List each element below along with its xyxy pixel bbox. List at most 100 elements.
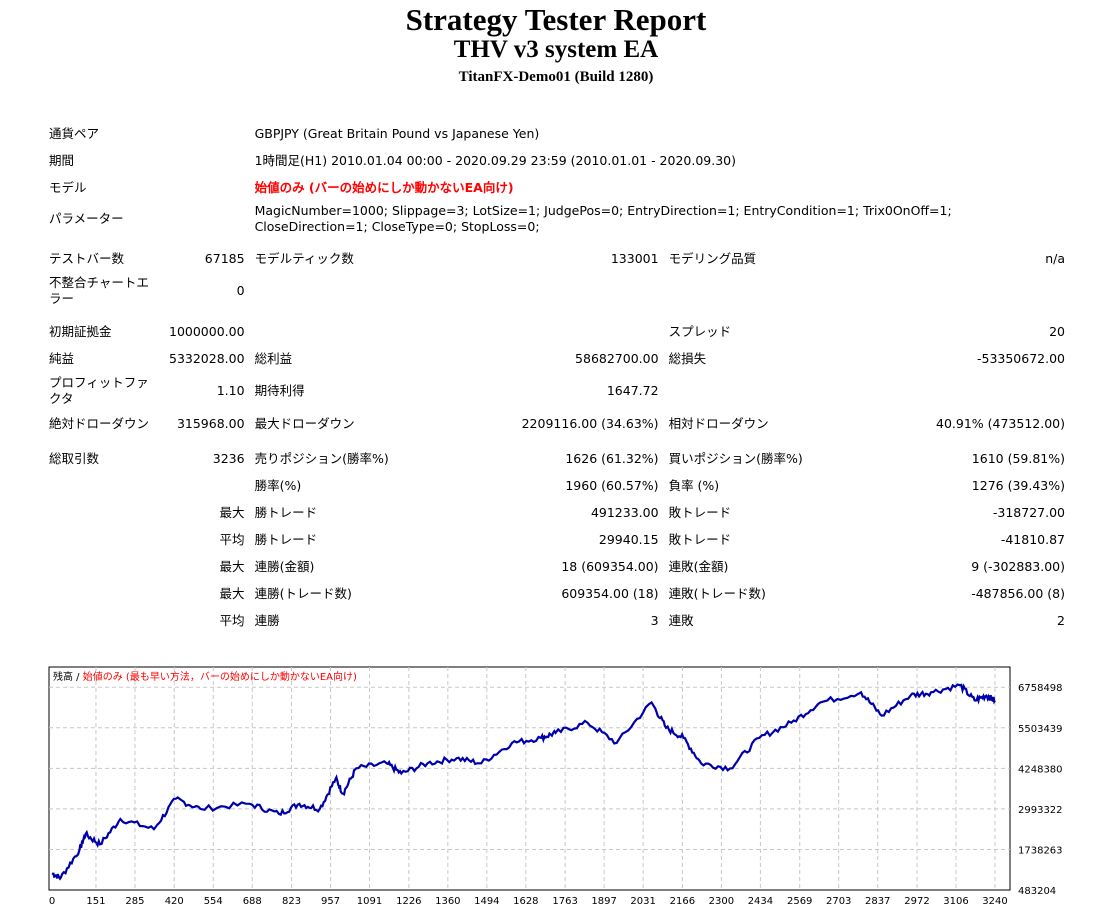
- label: パラメーター: [49, 211, 124, 226]
- plot-area: [48, 666, 1011, 891]
- x-tick-label: 1494: [474, 896, 499, 907]
- symbol-value: GBPJPY (Great Britain Pound vs Japanese …: [254, 125, 540, 141]
- avg-cons-loss-value: 2: [1057, 612, 1065, 628]
- balance-chart: 残高 / 始値のみ (最も早い方法，バーの始めにしか動かないEA向け) 0 151…: [48, 666, 1063, 907]
- label: 敗トレード: [668, 531, 732, 547]
- cons-loss-amt-value: 9 (-302883.00): [971, 558, 1065, 574]
- label: 期待利得: [254, 383, 305, 398]
- max-loss-value: -318727.00: [992, 504, 1065, 520]
- short-value: 1626 (61.32%): [565, 450, 659, 466]
- win-value: 1960 (60.57%): [565, 477, 659, 493]
- x-tick-label: 2837: [865, 896, 890, 907]
- y-tick-label: 6758498: [1018, 683, 1063, 694]
- report-title: Strategy Tester Report: [405, 2, 707, 37]
- period-value: 1時間足(H1) 2010.01.04 00:00 - 2020.09.29 2…: [254, 152, 737, 168]
- label: 平均: [219, 612, 245, 628]
- label: モデル: [49, 179, 87, 195]
- x-tick-label: 2031: [630, 896, 655, 907]
- gross-loss-value: -53350672.00: [976, 350, 1065, 366]
- x-tick-label: 420: [165, 896, 184, 907]
- label: 総損失: [668, 350, 707, 366]
- label: 不整合チャートエラー: [49, 275, 149, 306]
- label: プロフィットファクタ: [49, 375, 149, 406]
- report-table: 通貨ペア GBPJPY (Great Britain Pound vs Japan…: [44, 120, 1070, 634]
- x-tick-label: 2300: [709, 896, 734, 907]
- y-tick-label: 5503439: [1018, 724, 1063, 735]
- x-tick-label: 2972: [904, 896, 929, 907]
- label: 通貨ペア: [49, 125, 100, 141]
- x-tick-label: 1226: [396, 896, 421, 907]
- x-tick-label: 3106: [943, 896, 968, 907]
- x-tick-label: 0: [49, 896, 55, 907]
- trades-value: 3236: [212, 450, 245, 466]
- label: 純益: [49, 350, 75, 366]
- avg-cons-win-value: 3: [650, 612, 659, 628]
- x-tick-label: 1091: [357, 896, 382, 907]
- label: モデルティック数: [254, 250, 354, 266]
- x-tick-label: 2166: [670, 896, 695, 907]
- quality-value: n/a: [1045, 250, 1065, 266]
- expected-value: 1647.72: [606, 383, 659, 398]
- label: 売りポジション(勝率%): [254, 450, 389, 466]
- x-tick-label: 2703: [826, 896, 851, 907]
- y-tick-label: 4248380: [1018, 764, 1063, 775]
- legend-model: 始値のみ (最も早い方法，バーの始めにしか動かないEA向け): [83, 670, 357, 683]
- label: 平均: [219, 531, 245, 547]
- x-tick-label: 1897: [591, 896, 616, 907]
- label: 勝率(%): [254, 477, 302, 493]
- x-tick-label: 1628: [513, 896, 538, 907]
- label: 総取引数: [49, 450, 100, 466]
- ea-name: THV v3 system EA: [453, 36, 659, 63]
- loss-value: 1276 (39.43%): [971, 477, 1065, 493]
- x-tick-label: 823: [282, 896, 301, 907]
- label: 連勝: [254, 612, 280, 628]
- label: 連敗(金額): [668, 558, 729, 574]
- label: モデリング品質: [668, 250, 757, 266]
- y-tick-label: 1738263: [1018, 845, 1063, 856]
- spread-value: 20: [1049, 323, 1065, 339]
- x-tick-label: 1763: [552, 896, 577, 907]
- balance-line: [51, 683, 996, 881]
- x-tick-label: 2569: [787, 896, 812, 907]
- mismatch-value: 0: [236, 283, 245, 298]
- label: 絶対ドローダウン: [49, 415, 150, 431]
- label: 最大: [219, 558, 245, 574]
- x-tick-label: 151: [86, 896, 105, 907]
- label: 勝トレード: [254, 531, 318, 547]
- ticks-value: 133001: [610, 250, 659, 266]
- label: 買いポジション(勝率%): [668, 450, 803, 466]
- label: 連敗(トレード数): [668, 585, 766, 601]
- legend-balance: 残高 /: [53, 670, 83, 683]
- label: 相対ドローダウン: [668, 415, 769, 431]
- x-tick-label: 285: [125, 896, 144, 907]
- chart-legend: 残高 / 始値のみ (最も早い方法，バーの始めにしか動かないEA向け): [53, 670, 357, 683]
- label: スプレッド: [668, 323, 732, 339]
- x-tick-label: 957: [321, 896, 340, 907]
- cons-win-cnt-value: 609354.00 (18): [561, 585, 659, 601]
- label: 最大: [219, 504, 245, 520]
- label: 敗トレード: [668, 504, 732, 520]
- deposit-value: 1000000.00: [169, 323, 245, 339]
- label: 期間: [49, 152, 75, 168]
- label: テストバー数: [49, 250, 125, 266]
- cons-win-amt-value: 18 (609354.00): [561, 558, 659, 574]
- label: 勝トレード: [254, 504, 318, 520]
- avg-win-value: 29940.15: [598, 531, 659, 547]
- x-tick-label: 554: [204, 896, 223, 907]
- max-dd-value: 2209116.00 (34.63%): [521, 415, 659, 431]
- server-build: TitanFX-Demo01 (Build 1280): [458, 69, 654, 85]
- pf-value: 1.10: [216, 383, 245, 398]
- abs-dd-value: 315968.00: [176, 415, 245, 431]
- label: 連勝(トレード数): [254, 585, 352, 601]
- model-value: 始値のみ (バーの始めにしか動かないEA向け): [254, 179, 514, 195]
- label: 連勝(金額): [254, 558, 315, 574]
- x-tick-label: 3240: [982, 896, 1007, 907]
- x-tick-label: 688: [243, 896, 262, 907]
- bars-value: 67185: [204, 250, 245, 266]
- long-value: 1610 (59.81%): [971, 450, 1065, 466]
- label: 総利益: [254, 350, 293, 366]
- label: 初期証拠金: [49, 323, 112, 339]
- y-tick-label: 483204: [1018, 886, 1056, 897]
- avg-loss-value: -41810.87: [1000, 531, 1065, 547]
- y-tick-label: 2993322: [1018, 805, 1063, 816]
